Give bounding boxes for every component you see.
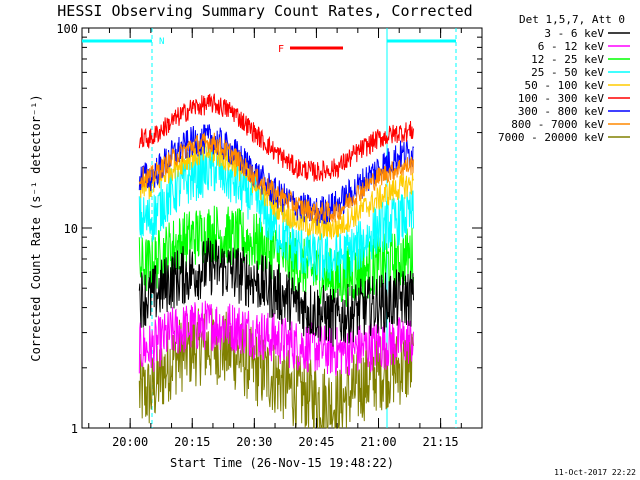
x-tick-label: 21:15 xyxy=(423,435,459,449)
legend-label: 25 - 50 keV xyxy=(531,66,604,79)
legend-label: 7000 - 20000 keV xyxy=(498,131,604,144)
x-tick-label: 20:45 xyxy=(298,435,334,449)
legend-label: 3 - 6 keV xyxy=(544,27,604,40)
x-tick-label: 20:15 xyxy=(174,435,210,449)
legend-label: 50 - 100 keV xyxy=(525,79,605,92)
legend-label: 300 - 800 keV xyxy=(518,105,604,118)
series-line xyxy=(138,308,414,429)
series-line xyxy=(138,132,414,223)
chart-title: HESSI Observing Summary Count Rates, Cor… xyxy=(57,2,472,20)
flare-label: F xyxy=(278,44,284,55)
y-axis-label: Corrected Count Rate (s⁻¹ detector⁻¹) xyxy=(29,94,43,361)
x-tick-label: 20:30 xyxy=(236,435,272,449)
legend-title: Det 1,5,7, Att 0 xyxy=(519,13,625,26)
x-tick-label: 21:00 xyxy=(360,435,396,449)
series-line xyxy=(138,93,414,182)
y-tick-label: 1 xyxy=(71,422,78,436)
night-label: N xyxy=(159,37,164,47)
footer-timestamp: 11-Oct-2017 22:22 xyxy=(554,468,636,477)
series-line xyxy=(138,237,414,347)
legend-label: 12 - 25 keV xyxy=(531,53,604,66)
legend-label: 100 - 300 keV xyxy=(518,92,604,105)
x-axis-label: Start Time (26-Nov-15 19:48:22) xyxy=(170,456,394,470)
y-tick-label: 100 xyxy=(56,22,78,36)
series-layer xyxy=(138,93,414,429)
y-tick-label: 10 xyxy=(64,222,78,236)
legend-label: 6 - 12 keV xyxy=(538,40,605,53)
legend-label: 800 - 7000 keV xyxy=(511,118,604,131)
x-tick-label: 20:00 xyxy=(112,435,148,449)
axis-layer: 1 10 100 20:00 20:15 20:30 20:45 21:00 21:15 xyxy=(56,22,482,449)
series-line xyxy=(138,300,414,376)
